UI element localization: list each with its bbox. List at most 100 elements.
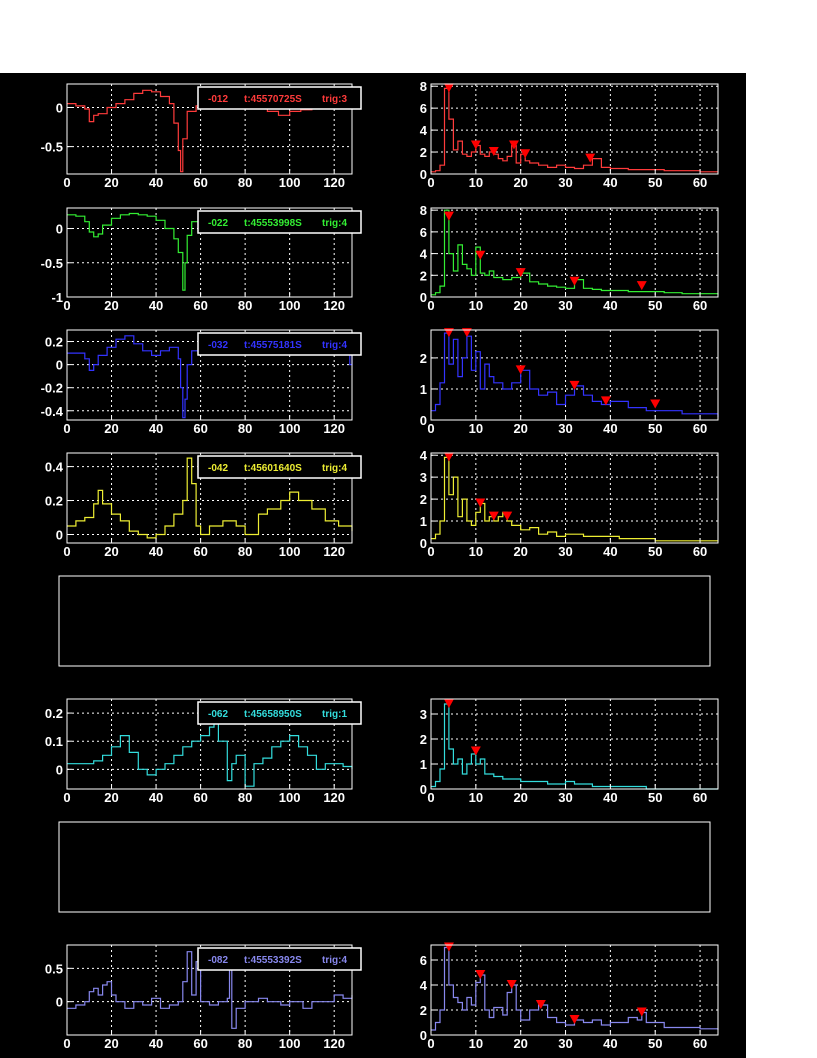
ch2-spectrum-xtick-label: 50 — [648, 298, 662, 313]
ch8-spectrum-peak-marker — [475, 970, 486, 979]
ch1-waveform-legend-channel: -012 — [208, 94, 228, 105]
ch3-spectrum-peak-marker — [650, 399, 661, 409]
ch8-spectrum-peak-marker — [506, 980, 517, 989]
ch4-waveform-ytick-label: 0.4 — [45, 460, 64, 475]
ch3-spectrum-ytick-label: 2 — [420, 351, 427, 366]
ch3-spectrum-xtick-label: 0 — [427, 421, 434, 436]
ch8-spectrum-xtick-label: 40 — [603, 1036, 617, 1051]
ch8-waveform-ytick-label: 0 — [56, 995, 63, 1010]
ch1-spectrum-xtick-label: 30 — [558, 175, 572, 190]
ch6-spectrum-frame — [430, 698, 719, 790]
ch8-waveform-xtick-label: 40 — [149, 1036, 163, 1051]
ch8-waveform-ytick-label: 0.5 — [45, 961, 63, 976]
ch8-spectrum-frame — [430, 944, 719, 1036]
ch3-waveform-xtick-label: 20 — [104, 421, 118, 436]
ch6-waveform-xtick-label: 80 — [238, 790, 252, 805]
ch6-spectrum-xtick-label: 10 — [469, 790, 483, 805]
ch6-spectrum-xtick-label: 50 — [648, 790, 662, 805]
ch2-spectrum-trace — [431, 209, 719, 296]
ch8-spectrum-ytick-label: 4 — [420, 978, 428, 993]
ch3-waveform-legend-time: t:45575181S — [244, 340, 302, 351]
ch2-spectrum-peak-marker — [569, 276, 580, 286]
ch1-spectrum-xtick-label: 50 — [648, 175, 662, 190]
ch8-spectrum-xtick-label: 0 — [427, 1036, 434, 1051]
ch4-waveform-legend: -042 t:45601640S trig:4 — [197, 455, 362, 479]
ch8-waveform-legend-trig: trig:4 — [322, 955, 347, 966]
ch6-spectrum-ytick-label: 0 — [420, 782, 427, 797]
ch8-waveform-xtick-label: 120 — [323, 1036, 345, 1051]
ch2-spectrum-ytick-label: 4 — [420, 247, 428, 262]
ch6-waveform-ytick-label: 0.2 — [45, 706, 63, 721]
ch8-spectrum-peak-marker — [569, 1015, 580, 1024]
ch2-spectrum-ytick-label: 6 — [420, 225, 427, 240]
ch6-spectrum-xtick-label: 20 — [513, 790, 527, 805]
ch8-spectrum-xtick-label: 20 — [513, 1036, 527, 1051]
ch8-spectrum-peak-marker — [636, 1007, 647, 1017]
ch8-waveform-panel: 0 20 40 60 80 100 120 0.5 0 -082 t:45553392S trig:4 — [45, 944, 362, 1051]
ch1-spectrum-trace — [431, 87, 718, 173]
ch3-spectrum-xtick-label: 30 — [558, 421, 572, 436]
ch3-spectrum-ytick-label: 1 — [420, 382, 427, 397]
ch4-waveform-legend-time: t:45601640S — [244, 463, 302, 474]
ch6-waveform-panel: 0 20 40 60 80 100 120 0.2 0.1 0 -062 t:45658950S tri… — [45, 698, 362, 805]
ch4-spectrum-peak-marker — [475, 498, 486, 508]
ch4-waveform-legend-box — [197, 455, 362, 479]
ch2-spectrum-ytick-label: 0 — [420, 290, 427, 305]
ch8-waveform-trace — [67, 951, 353, 1029]
ch3-spectrum-xtick-label: 20 — [513, 421, 527, 436]
ch3-waveform-ytick-label: 0 — [56, 358, 63, 373]
ch8-spectrum-trace — [431, 946, 719, 1031]
ch2-spectrum-peak-marker — [443, 211, 454, 221]
ch1-spectrum-ytick-label: 8 — [420, 79, 427, 94]
ch8-waveform-frame — [66, 944, 353, 1036]
ch3-spectrum-xtick-label: 40 — [603, 421, 617, 436]
ch6-spectrum-peak-marker — [443, 699, 454, 708]
ch3-spectrum-ytick-label: 0 — [420, 413, 427, 428]
ch1-waveform-ytick-label: 0 — [56, 100, 63, 115]
ch3-spectrum-peak-marker — [515, 365, 526, 375]
ch1-waveform-xtick-label: 100 — [279, 175, 301, 190]
ch4-spectrum-frame — [430, 452, 719, 544]
ch2-spectrum-ytick-label: 8 — [420, 203, 427, 218]
ch6-spectrum-ytick-label: 1 — [420, 757, 427, 772]
ch3-waveform-panel: 0 20 40 60 80 100 120 0.2 0 -0.2 -0.4 -032 t:4557518… — [41, 329, 362, 436]
ch1-waveform-xtick-label: 40 — [149, 175, 163, 190]
ch1-spectrum-xtick-label: 20 — [513, 175, 527, 190]
ch1-waveform-frame — [66, 83, 353, 175]
ch4-waveform-xtick-label: 80 — [238, 544, 252, 559]
ch2-spectrum-peak-marker — [515, 268, 526, 278]
ch8-spectrum-ytick-label: 6 — [420, 953, 427, 968]
ch2-waveform-xtick-label: 40 — [149, 298, 163, 313]
ch6-waveform-ytick-label: 0.1 — [45, 734, 63, 749]
ch4-spectrum-xtick-label: 10 — [469, 544, 483, 559]
ch2-spectrum-xtick-label: 40 — [603, 298, 617, 313]
ch4-spectrum-xtick-label: 20 — [513, 544, 527, 559]
ch3-waveform-xtick-label: 100 — [279, 421, 301, 436]
ch4-spectrum-xtick-label: 40 — [603, 544, 617, 559]
ch3-waveform-xtick-label: 60 — [193, 421, 207, 436]
ch4-waveform-xtick-label: 0 — [63, 544, 70, 559]
ch2-waveform-legend-time: t:45553998S — [244, 218, 302, 229]
ch1-spectrum-xtick-label: 10 — [469, 175, 483, 190]
ch3-spectrum-xtick-label: 50 — [648, 421, 662, 436]
ch8-spectrum-xtick-label: 60 — [693, 1036, 707, 1051]
ch1-waveform-xtick-label: 60 — [193, 175, 207, 190]
ch3-spectrum-peak-marker — [600, 396, 611, 406]
ch4-waveform-xtick-label: 40 — [149, 544, 163, 559]
ch4-waveform-frame — [66, 452, 353, 544]
ch4-spectrum-xtick-label: 50 — [648, 544, 662, 559]
ch2-waveform-legend-trig: trig:4 — [322, 218, 347, 229]
ch6-waveform-legend: -062 t:45658950S trig:1 — [197, 701, 362, 725]
ch1-spectrum-xtick-label: 0 — [427, 175, 434, 190]
ch4-waveform-ytick-label: 0 — [56, 528, 63, 543]
ch4-waveform-xtick-label: 20 — [104, 544, 118, 559]
ch2-spectrum-ytick-label: 2 — [420, 268, 427, 283]
ch4-spectrum-xtick-label: 30 — [558, 544, 572, 559]
ch1-waveform-trace — [67, 89, 353, 173]
ch4-spectrum-peak-marker — [443, 452, 454, 462]
ch1-waveform-ytick-label: -0.5 — [41, 140, 63, 155]
ch1-waveform-xtick-label: 0 — [63, 175, 70, 190]
ch1-spectrum-ytick-label: 4 — [420, 123, 428, 138]
black-canvas — [0, 73, 746, 1058]
